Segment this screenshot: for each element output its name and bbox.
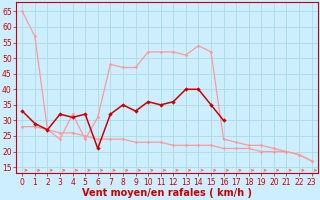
X-axis label: Vent moyen/en rafales ( km/h ): Vent moyen/en rafales ( km/h ) bbox=[82, 188, 252, 198]
